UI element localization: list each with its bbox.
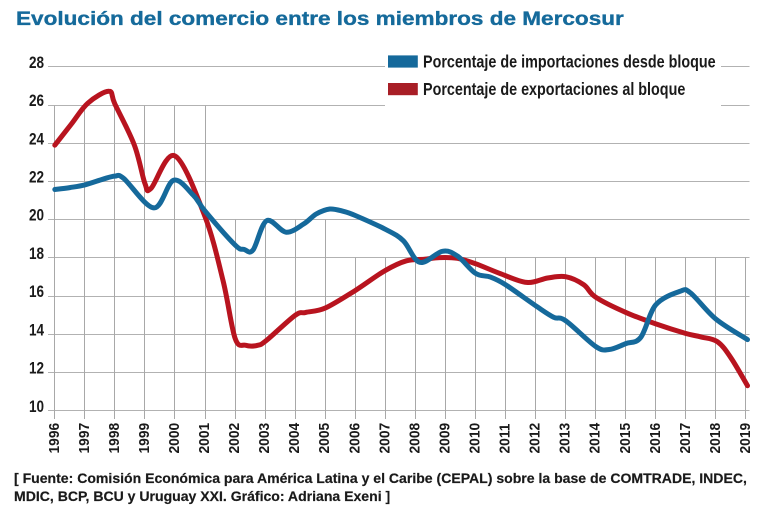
svg-text:Porcentaje de importaciones de: Porcentaje de importaciones desde bloque	[423, 53, 716, 72]
svg-text:22: 22	[29, 168, 44, 187]
svg-text:16: 16	[29, 283, 44, 302]
svg-text:2008: 2008	[406, 423, 422, 454]
svg-text:26: 26	[29, 92, 44, 111]
svg-text:1997: 1997	[76, 423, 92, 454]
svg-text:2010: 2010	[466, 423, 482, 454]
svg-text:12: 12	[29, 359, 44, 378]
svg-text:1998: 1998	[106, 423, 122, 454]
svg-text:1996: 1996	[46, 423, 62, 454]
svg-text:18: 18	[29, 245, 44, 264]
svg-text:2018: 2018	[707, 423, 723, 454]
svg-text:2017: 2017	[677, 423, 693, 454]
svg-text:24: 24	[29, 130, 45, 149]
svg-text:10: 10	[29, 398, 44, 417]
svg-text:2012: 2012	[526, 423, 542, 454]
svg-text:2011: 2011	[496, 423, 512, 453]
svg-text:2007: 2007	[376, 423, 392, 454]
svg-text:2002: 2002	[226, 423, 242, 454]
svg-text:2004: 2004	[286, 423, 302, 454]
svg-text:2003: 2003	[256, 423, 272, 454]
svg-text:2006: 2006	[346, 423, 362, 454]
svg-text:28: 28	[29, 54, 44, 73]
svg-text:Porcentaje de exportaciones al: Porcentaje de exportaciones al bloque	[423, 81, 685, 100]
svg-text:2014: 2014	[586, 423, 602, 454]
svg-text:2019: 2019	[737, 423, 753, 454]
svg-text:20: 20	[29, 206, 44, 225]
svg-text:14: 14	[29, 321, 45, 340]
svg-text:2009: 2009	[436, 423, 452, 454]
svg-text:2015: 2015	[617, 423, 633, 454]
svg-text:2013: 2013	[556, 423, 572, 454]
svg-text:2005: 2005	[316, 423, 332, 454]
svg-text:2000: 2000	[166, 423, 182, 454]
svg-text:2001: 2001	[196, 423, 212, 454]
svg-text:2016: 2016	[647, 423, 663, 454]
svg-text:1999: 1999	[136, 423, 152, 454]
